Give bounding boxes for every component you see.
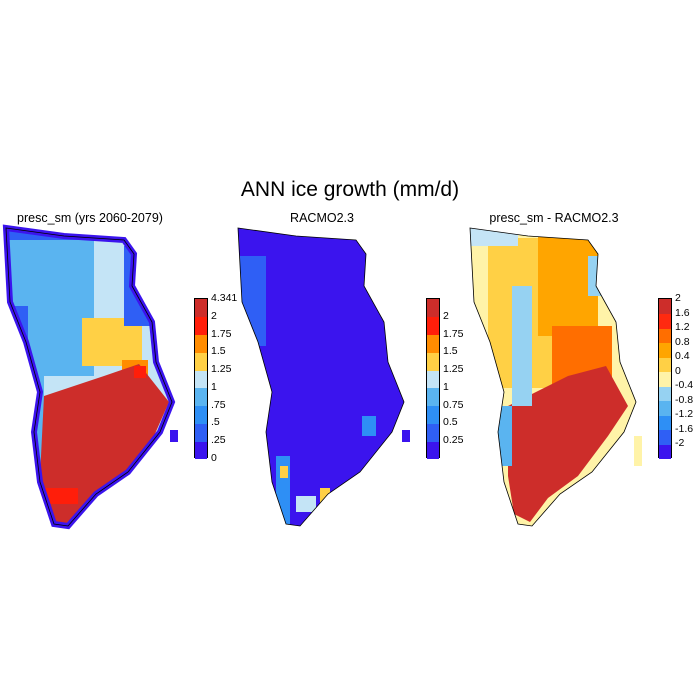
colorbar-tick-label: 0.8 — [675, 335, 690, 348]
colorbar-swatch — [195, 334, 207, 353]
colorbar-swatch — [195, 299, 207, 318]
colorbar-tick-label: 0 — [675, 364, 681, 377]
colorbar-swatch — [659, 328, 671, 344]
colorbar-tick-label: 1.75 — [443, 327, 464, 340]
colorbar-tick-label: 1.75 — [211, 327, 232, 340]
colorbar-tick-label: .75 — [211, 398, 226, 411]
colorbar-swatch — [427, 370, 439, 389]
colorbar-tick-label: 1 — [211, 380, 217, 393]
colorbar-tick-label: 1.5 — [443, 345, 458, 358]
colorbar-tick-label: -1.2 — [675, 408, 694, 421]
colorbar-tick-label: 1 — [443, 380, 449, 393]
panel-1-title: presc_sm (yrs 2060-2079) — [17, 211, 163, 225]
colorbar-swatch — [195, 316, 207, 336]
colorbar-tick-label: 0.75 — [443, 398, 464, 411]
colorbar-swatch — [195, 441, 207, 460]
colorbar-tick-label: 0 — [211, 452, 217, 464]
colorbar-tick-label: 2 — [211, 309, 217, 322]
colorbar-swatch — [195, 387, 207, 407]
panel-3-colorbar — [658, 298, 672, 460]
colorbar-tick-label: .25 — [211, 434, 226, 447]
colorbar-swatch — [427, 441, 439, 460]
colorbar-swatch — [659, 357, 671, 373]
colorbar-swatch — [427, 316, 439, 336]
colorbar-swatch — [659, 371, 671, 387]
colorbar-swatch — [659, 444, 671, 460]
colorbar-tick-label: -0.8 — [675, 393, 694, 406]
colorbar-tick-label: 0.25 — [443, 434, 464, 447]
colorbar-swatch — [659, 299, 671, 315]
colorbar-tick-label: 1.2 — [675, 321, 690, 334]
panel-2-map — [237, 227, 410, 527]
colorbar-swatch — [195, 423, 207, 442]
colorbar-swatch — [427, 334, 439, 353]
colorbar-swatch — [195, 405, 207, 424]
figure-title: ANN ice growth (mm/d) — [240, 178, 460, 201]
colorbar-swatch — [659, 415, 671, 431]
colorbar-tick-label: -2 — [675, 437, 685, 450]
colorbar-swatch — [195, 370, 207, 389]
colorbar-tick-label: 1.25 — [443, 363, 464, 376]
colorbar-swatch — [659, 342, 671, 358]
colorbar-tick-label: 2 — [443, 309, 449, 322]
colorbar-tick-label: -0.4 — [675, 379, 694, 392]
colorbar-swatch — [659, 400, 671, 416]
colorbar-swatch — [427, 352, 439, 371]
colorbar-tick-label: -1.6 — [675, 422, 694, 435]
colorbar-tick-label: 4.341 — [211, 292, 238, 304]
colorbar-swatch — [427, 387, 439, 407]
colorbar-tick-label: 1.25 — [211, 363, 232, 376]
colorbar-tick-label: 1.6 — [675, 306, 690, 319]
colorbar-swatch — [659, 313, 671, 329]
colorbar-tick-label: 0.4 — [675, 350, 690, 363]
colorbar-swatch — [195, 352, 207, 371]
panel-2-title: RACMO2.3 — [290, 211, 354, 225]
panel-1-map — [2, 224, 178, 530]
colorbar-swatch — [427, 299, 439, 318]
panel-3-title: presc_sm - RACMO2.3 — [489, 211, 619, 225]
colorbar-swatch — [659, 386, 671, 402]
panel-3-map — [469, 227, 642, 527]
colorbar-swatch — [427, 423, 439, 442]
panel-2-colorbar — [426, 298, 440, 460]
colorbar-tick-label: .5 — [211, 416, 220, 429]
colorbar-tick-label: 2 — [675, 292, 681, 304]
colorbar-tick-label: 1.5 — [211, 345, 226, 358]
colorbar-swatch — [427, 405, 439, 424]
colorbar-swatch — [659, 429, 671, 445]
colorbar-tick-label: 0.5 — [443, 416, 458, 429]
panel-1-colorbar — [194, 298, 208, 460]
